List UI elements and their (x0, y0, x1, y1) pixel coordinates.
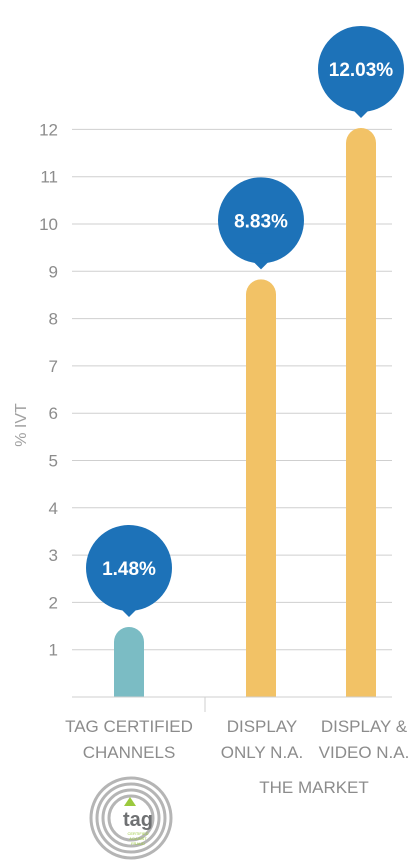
y-tick-label-9: 9 (49, 262, 58, 281)
tag-logo: tag CERTIFIED AGAINST FRAUD (89, 776, 173, 860)
category-label-0-line-0: TAG CERTIFIED (65, 717, 193, 736)
logo-line-2: AGAINST (129, 836, 147, 841)
value-pin-tip-1 (245, 253, 277, 270)
y-tick-label-1: 1 (49, 641, 58, 660)
value-pin-0: 1.48% (86, 524, 172, 617)
y-tick-label-8: 8 (49, 310, 58, 329)
logo-line-3: FRAUD (131, 841, 145, 846)
y-tick-label-10: 10 (39, 215, 58, 234)
y-tick-label-12: 12 (39, 120, 58, 139)
y-tick-label-5: 5 (49, 452, 58, 471)
value-pin-circle-2 (318, 25, 404, 112)
y-tick-label-3: 3 (49, 546, 58, 565)
check-leaf-icon (124, 797, 136, 806)
y-tick-label-2: 2 (49, 593, 58, 612)
category-label-1-line-0: DISPLAY (227, 717, 298, 736)
bar-2 (346, 127, 376, 697)
logo-line-1: CERTIFIED (127, 831, 148, 836)
bar-1 (246, 279, 276, 697)
category-label-1-line-1: ONLY N.A. (221, 743, 304, 762)
y-tick-label-6: 6 (49, 404, 58, 423)
data-label-2: 12.03% (329, 60, 394, 81)
y-axis-label: % IVT (13, 403, 30, 447)
logo-text: tag (123, 809, 153, 831)
value-pin-tip-0 (113, 600, 145, 617)
data-label-0: 1.48% (102, 559, 156, 580)
value-pin-tip-2 (345, 101, 377, 118)
value-pin-circle-0 (86, 524, 172, 611)
y-tick-label-7: 7 (49, 357, 58, 376)
bar-base-0 (114, 682, 144, 697)
category-label-0-line-1: CHANNELS (83, 743, 176, 762)
y-tick-label-4: 4 (49, 499, 58, 518)
bar-base-1 (246, 682, 276, 697)
data-label-1: 8.83% (234, 211, 288, 232)
category-label-2-line-1: VIDEO N.A. (319, 743, 410, 762)
value-pin-2: 12.03% (318, 25, 404, 118)
y-tick-label-11: 11 (40, 168, 58, 187)
category-label-2-line-0: DISPLAY & (321, 717, 408, 736)
bars (114, 127, 376, 697)
value-pin-1: 8.83% (218, 177, 304, 270)
category-labels: TAG CERTIFIED CHANNELS DISPLAY ONLY N.A. DIS… (65, 717, 409, 762)
bar-base-2 (346, 682, 376, 697)
bar-0 (114, 626, 144, 697)
group-label-the-market: THE MARKET (259, 778, 369, 797)
value-pins: 1.48% 8.83% 12.03% (86, 25, 404, 617)
value-pin-circle-1 (218, 177, 304, 264)
